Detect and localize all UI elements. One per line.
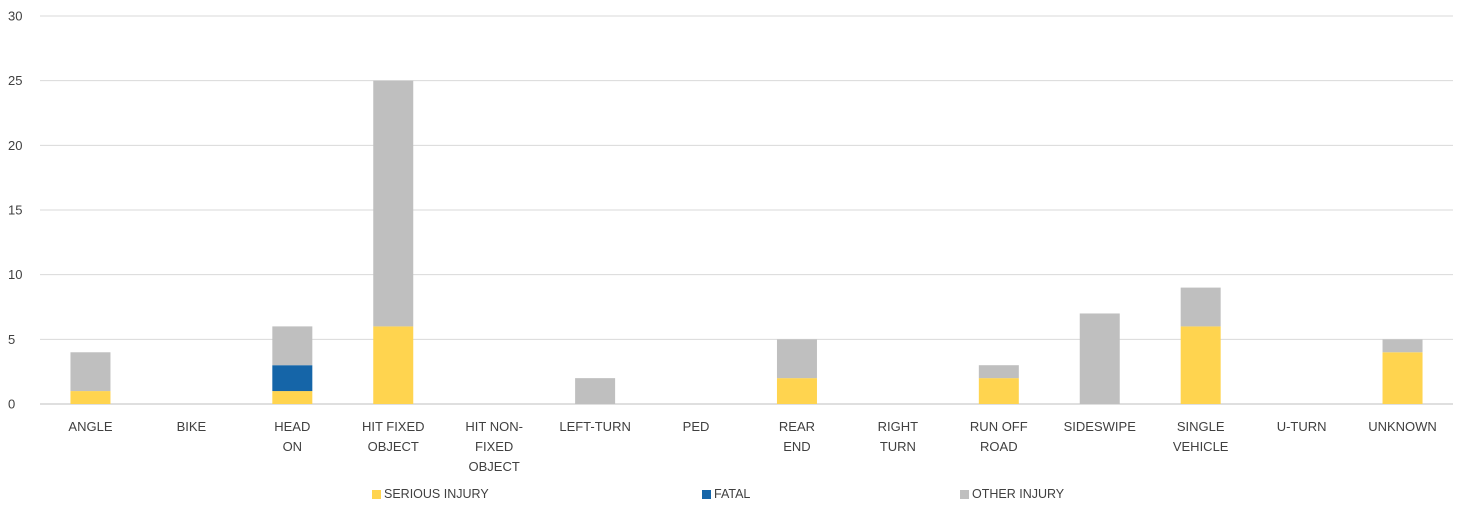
bar-segment — [776, 378, 817, 404]
y-tick-label: 20 — [8, 138, 22, 153]
x-tick-label: ON — [283, 439, 303, 454]
x-tick-label: ROAD — [980, 439, 1018, 454]
bar-segment — [1382, 352, 1423, 404]
y-tick-label: 25 — [8, 73, 22, 88]
legend-label: SERIOUS INJURY — [384, 487, 489, 501]
y-tick-label: 30 — [8, 9, 22, 24]
legend-swatch — [960, 489, 969, 499]
bars — [70, 80, 1423, 404]
x-axis: ANGLE BIKE HEAD ON HIT FIXED OBJECT HIT NON- FI… — [68, 419, 1436, 474]
x-tick-label: SINGLE — [1177, 419, 1225, 434]
x-tick-label: OBJECT — [469, 459, 520, 474]
legend-swatch — [702, 489, 711, 499]
x-tick-label: REAR — [779, 419, 815, 434]
x-tick-label: HIT NON- — [465, 419, 523, 434]
gridlines — [40, 15, 1453, 405]
y-axis: 0 5 10 15 20 25 30 — [8, 9, 22, 412]
bar-segment — [272, 326, 313, 366]
y-tick-label: 0 — [8, 397, 15, 412]
x-tick-label: END — [783, 439, 810, 454]
x-tick-label: ANGLE — [68, 419, 112, 434]
x-tick-label: PED — [683, 419, 710, 434]
x-tick-label: OBJECT — [368, 439, 419, 454]
legend: SERIOUS INJURY FATAL OTHER INJURY — [0, 487, 1463, 505]
legend-item: SERIOUS INJURY — [372, 487, 489, 501]
bar-segment — [1180, 287, 1221, 327]
bar-segment — [1079, 313, 1120, 404]
x-tick-label: UNKNOWN — [1368, 419, 1437, 434]
bar-segment — [575, 378, 616, 404]
bar-segment — [1382, 339, 1423, 353]
bar-segment — [978, 378, 1019, 404]
y-tick-label: 15 — [8, 203, 22, 218]
x-tick-label: RIGHT — [878, 419, 919, 434]
legend-label: FATAL — [714, 487, 751, 501]
legend-swatch — [372, 489, 381, 499]
x-tick-label: LEFT-TURN — [559, 419, 631, 434]
x-tick-label: FIXED — [475, 439, 513, 454]
bar-segment — [70, 352, 111, 392]
y-tick-label: 5 — [8, 332, 15, 347]
x-tick-label: BIKE — [177, 419, 207, 434]
y-tick-label: 10 — [8, 267, 22, 282]
x-tick-label: TURN — [880, 439, 916, 454]
bar-segment — [373, 80, 414, 327]
bar-segment — [978, 365, 1019, 379]
bar-segment — [272, 365, 313, 392]
bar-segment — [70, 391, 111, 404]
x-tick-label: SIDESWIPE — [1064, 419, 1137, 434]
x-tick-label: HIT FIXED — [362, 419, 425, 434]
x-tick-label: VEHICLE — [1173, 439, 1229, 454]
bar-segment — [272, 391, 313, 404]
bar-segment — [1180, 326, 1221, 404]
bar-segment — [373, 326, 414, 404]
legend-label: OTHER INJURY — [972, 487, 1065, 501]
legend-item: FATAL — [702, 487, 750, 501]
x-tick-label: HEAD — [274, 419, 310, 434]
legend-item: OTHER INJURY — [960, 487, 1064, 501]
x-tick-label: RUN OFF — [970, 419, 1028, 434]
x-tick-label: U-TURN — [1277, 419, 1327, 434]
bar-segment — [776, 339, 817, 379]
